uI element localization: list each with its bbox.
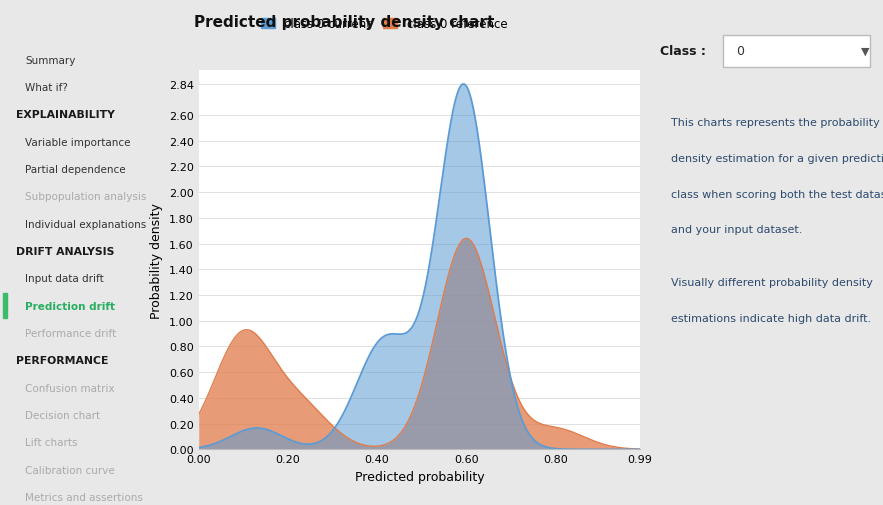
- Text: Subpopulation analysis: Subpopulation analysis: [25, 192, 147, 202]
- Text: Visually different probability density: Visually different probability density: [671, 278, 872, 288]
- Text: Performance drift: Performance drift: [25, 328, 117, 338]
- Text: Individual explanations: Individual explanations: [25, 219, 147, 229]
- Text: Class :: Class :: [660, 45, 706, 58]
- Text: Variable importance: Variable importance: [25, 137, 131, 147]
- Text: This charts represents the probability: This charts represents the probability: [671, 118, 879, 128]
- Text: Lift charts: Lift charts: [25, 437, 78, 447]
- Text: Prediction drift: Prediction drift: [25, 301, 115, 311]
- Bar: [4, 294, 6, 318]
- Text: 0: 0: [736, 45, 743, 58]
- Text: Partial dependence: Partial dependence: [25, 165, 125, 175]
- Text: Input data drift: Input data drift: [25, 274, 104, 284]
- Legend: class 0 current, class 0 reference: class 0 current, class 0 reference: [260, 18, 508, 31]
- X-axis label: Predicted probability: Predicted probability: [355, 470, 484, 483]
- Text: PERFORMANCE: PERFORMANCE: [16, 356, 108, 366]
- Text: Calibration curve: Calibration curve: [25, 465, 115, 475]
- Y-axis label: Probability density: Probability density: [150, 202, 163, 318]
- Text: DRIFT ANALYSIS: DRIFT ANALYSIS: [16, 246, 114, 257]
- Text: density estimation for a given prediction: density estimation for a given predictio…: [671, 154, 883, 164]
- Text: Predicted probability density chart: Predicted probability density chart: [194, 15, 494, 30]
- Text: EXPLAINABILITY: EXPLAINABILITY: [16, 110, 115, 120]
- Text: Metrics and assertions: Metrics and assertions: [25, 492, 143, 502]
- Text: class when scoring both the test dataset: class when scoring both the test dataset: [671, 189, 883, 199]
- Text: ▼: ▼: [861, 47, 870, 57]
- FancyBboxPatch shape: [722, 35, 870, 68]
- Text: What if?: What if?: [25, 83, 68, 93]
- Text: and your input dataset.: and your input dataset.: [671, 225, 802, 235]
- Text: Confusion matrix: Confusion matrix: [25, 383, 115, 393]
- Text: Summary: Summary: [25, 56, 76, 66]
- Text: estimations indicate high data drift.: estimations indicate high data drift.: [671, 314, 871, 323]
- Text: Decision chart: Decision chart: [25, 410, 101, 420]
